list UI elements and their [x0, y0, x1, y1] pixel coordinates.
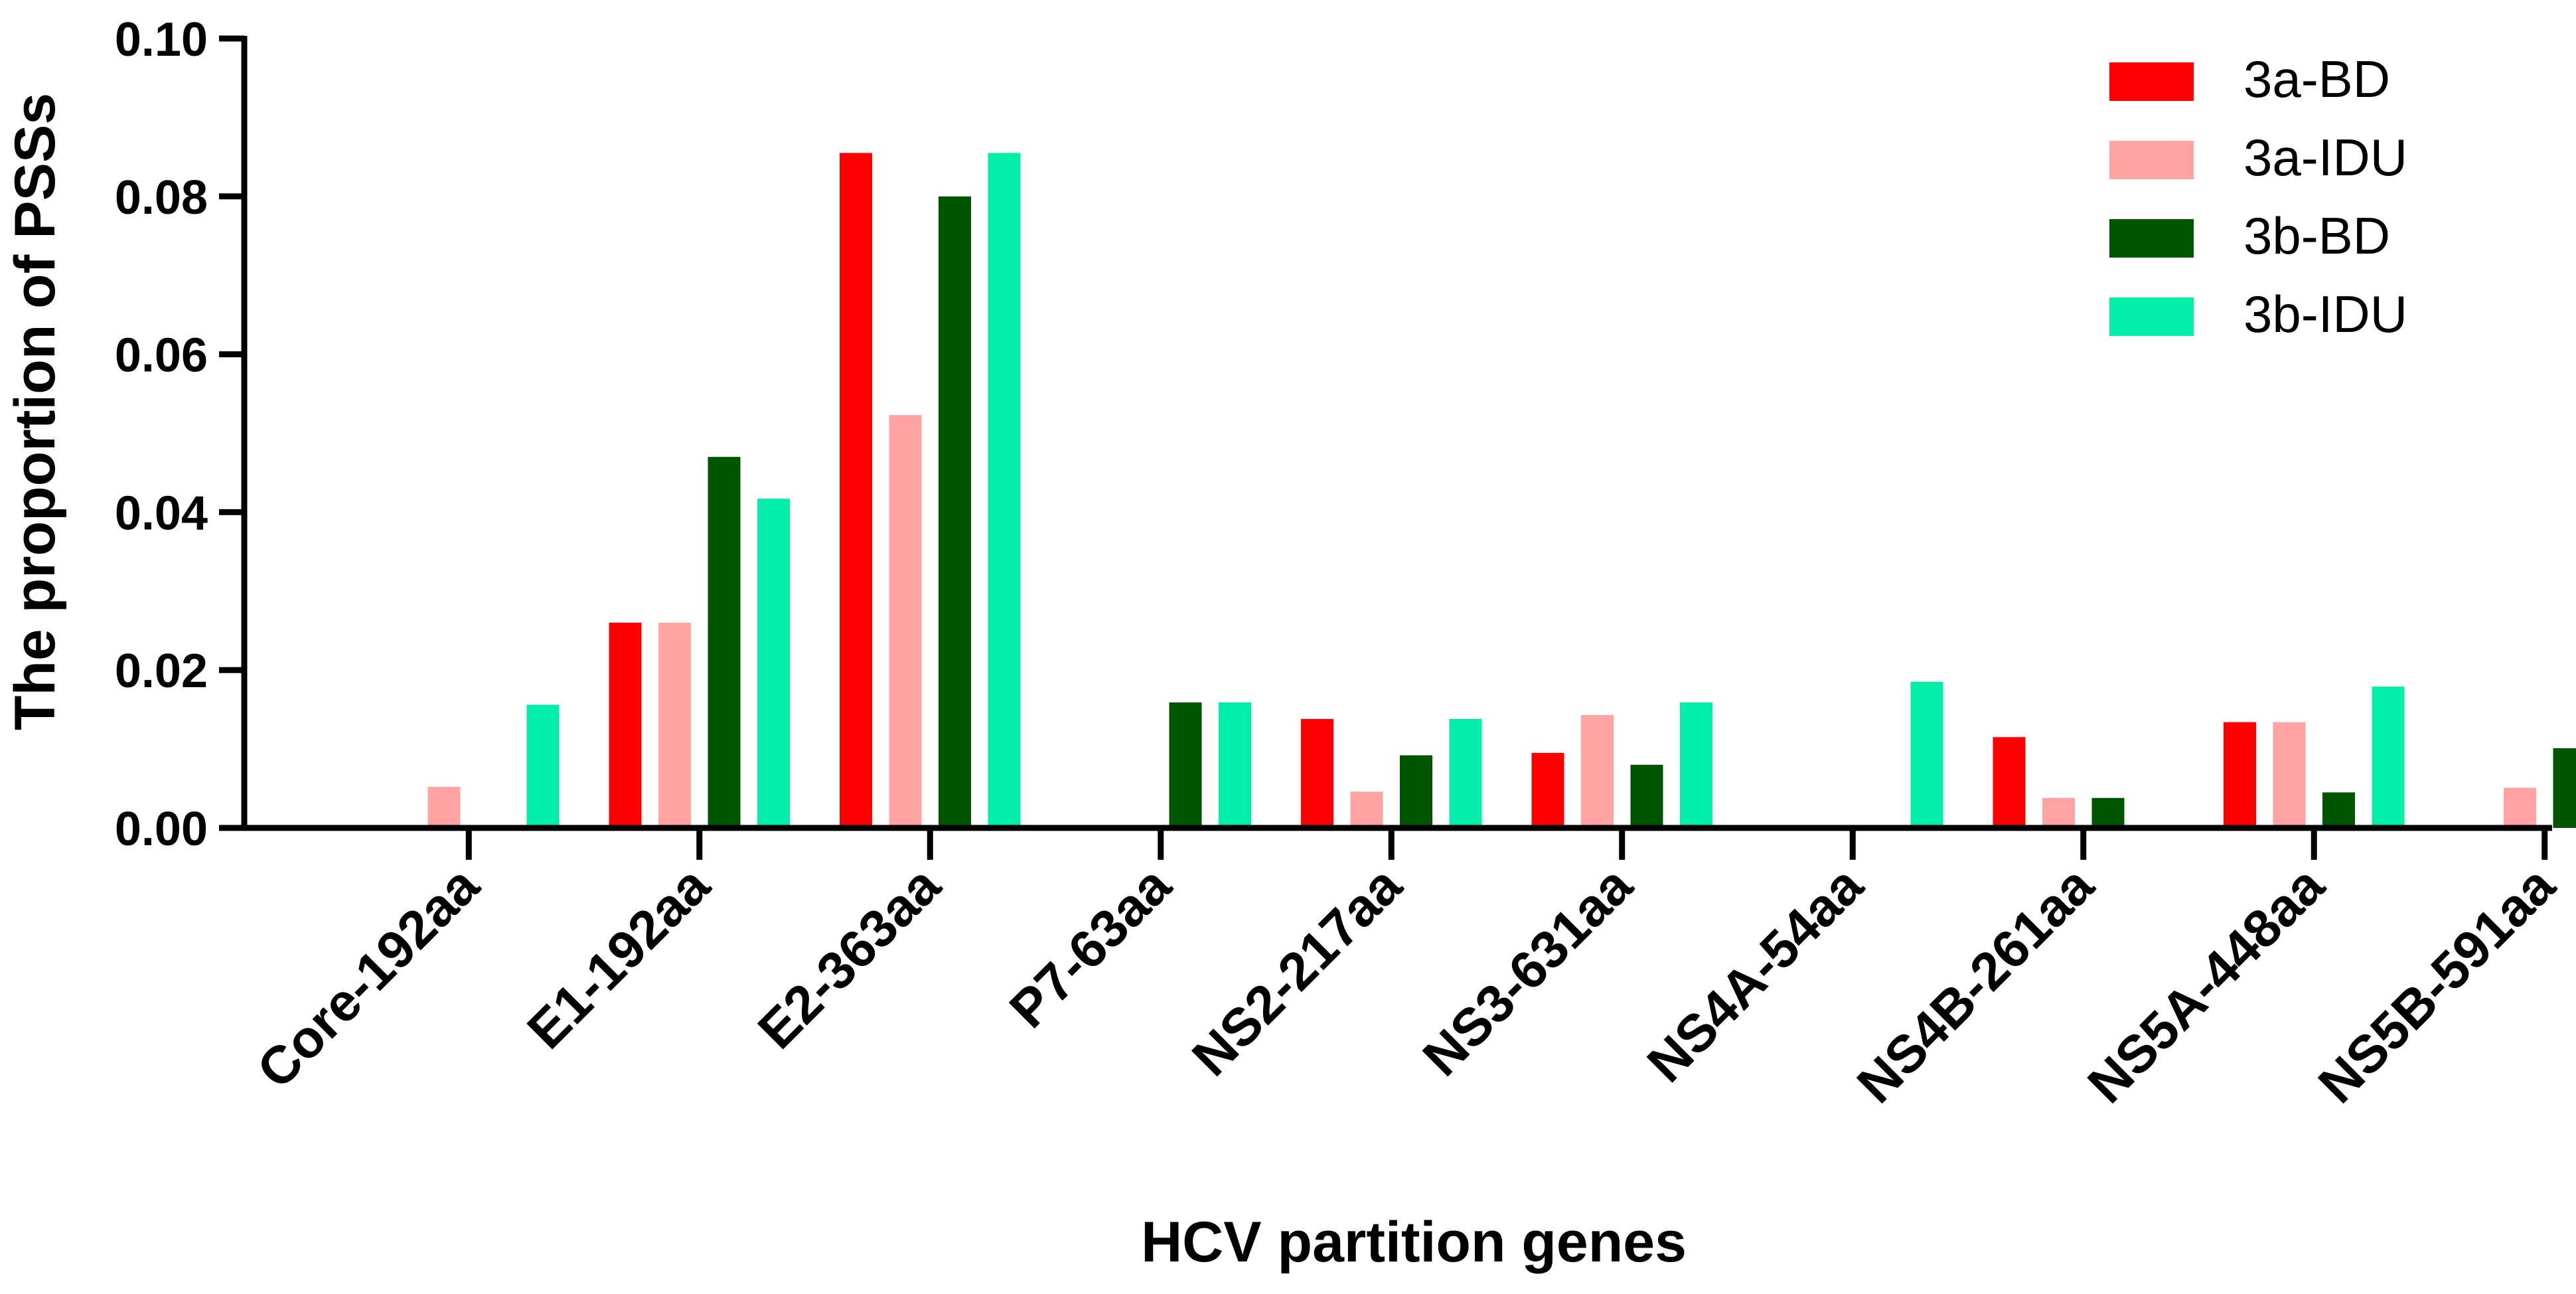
legend-swatch-3a-bd — [2109, 62, 2194, 101]
bar-3b-bd-ns2-217aa — [1400, 755, 1432, 828]
bar-3a-idu-ns3-631aa — [1581, 714, 1614, 828]
legend-swatch-3a-idu — [2109, 141, 2194, 179]
x-tick-label: NS3-631aa — [1412, 855, 1643, 1087]
y-tick-label: 0.10 — [115, 13, 208, 66]
bar-3a-idu-core-192aa — [427, 787, 461, 828]
x-tick-label: NS5B-591aa — [2307, 855, 2566, 1114]
legend-label-3a-idu: 3a-IDU — [2243, 128, 2407, 187]
x-tick-label: E1-192aa — [516, 855, 721, 1060]
x-tick-label: NS4A-54aa — [1636, 855, 1874, 1093]
bar-3b-idu-ns2-217aa — [1449, 718, 1482, 828]
bar-3b-bd-e1-192aa — [708, 457, 741, 828]
bar-3a-idu-ns5a-448aa — [2273, 722, 2306, 828]
bar-3a-bd-e1-192aa — [609, 622, 642, 828]
bar-3a-bd-e2-363aa — [840, 153, 872, 828]
bar-3a-bd-ns3-631aa — [1531, 753, 1564, 828]
legend-label-3b-bd: 3b-BD — [2243, 206, 2390, 265]
x-axis-title: HCV partition genes — [1141, 1210, 1687, 1274]
y-tick-label: 0.06 — [115, 329, 208, 382]
bar-3b-bd-ns3-631aa — [1630, 764, 1663, 828]
bar-3b-bd-ns4b-261aa — [2091, 797, 2125, 828]
bar-3b-bd-p7-63aa — [1169, 702, 1202, 828]
bar-3b-idu-ns4a-54aa — [1910, 682, 1943, 828]
legend-label-3b-idu: 3b-IDU — [2243, 285, 2407, 343]
bar-3a-bd-ns2-217aa — [1301, 718, 1333, 828]
y-tick-label: 0.02 — [115, 645, 208, 698]
bar-3a-idu-e2-363aa — [889, 415, 922, 828]
bar-3a-bd-ns5a-448aa — [2224, 722, 2256, 828]
legend-label-3a-bd: 3a-BD — [2243, 50, 2390, 108]
bar-3a-idu-ns5b-591aa — [2504, 787, 2536, 828]
x-axis-ticks: Core-192aa E1-192aa E2-363aa P7-63aaNS2-217… — [246, 828, 2566, 1114]
y-tick-label: 0.08 — [115, 171, 208, 224]
bar-3b-idu-ns5a-448aa — [2372, 687, 2405, 828]
x-tick-label: E2-363aa — [747, 855, 952, 1060]
bar-3a-idu-ns2-217aa — [1350, 791, 1383, 828]
x-tick-label: P7-63aa — [998, 855, 1182, 1039]
bar-3b-idu-e2-363aa — [988, 153, 1021, 828]
bar-3a-idu-e1-192aa — [658, 622, 691, 828]
y-axis-ticks: 0.00 0.02 0.04 0.06 0.08 0.10 — [115, 13, 244, 856]
bar-3a-idu-ns4b-261aa — [2042, 797, 2075, 828]
y-tick-label: 0.04 — [115, 487, 208, 540]
x-tick-label: NS5A-448aa — [2076, 855, 2335, 1114]
bars-layer — [427, 153, 2576, 828]
bar-3b-idu-core-192aa — [526, 704, 560, 828]
legend-swatch-3b-bd — [2109, 219, 2194, 258]
bar-3b-idu-e1-192aa — [757, 499, 790, 828]
bar-3a-bd-ns4b-261aa — [1993, 737, 2026, 828]
bar-3b-idu-ns3-631aa — [1680, 702, 1712, 828]
bar-3b-bd-ns5a-448aa — [2322, 792, 2355, 828]
y-axis-title: The proportion of PSSs — [3, 93, 67, 730]
x-tick-label: NS2-217aa — [1181, 855, 1412, 1087]
legend: 3a-BD 3a-IDU 3b-BD 3b-IDU — [2109, 50, 2407, 343]
x-tick-label: NS4B-261aa — [1846, 855, 2105, 1114]
x-tick-label: Core-192aa — [246, 855, 490, 1099]
y-tick-label: 0.00 — [115, 803, 208, 856]
bar-3b-bd-ns5b-591aa — [2553, 748, 2576, 828]
legend-swatch-3b-idu — [2109, 297, 2194, 336]
bar-3b-idu-p7-63aa — [1219, 702, 1251, 828]
bar-3b-bd-e2-363aa — [939, 196, 971, 828]
